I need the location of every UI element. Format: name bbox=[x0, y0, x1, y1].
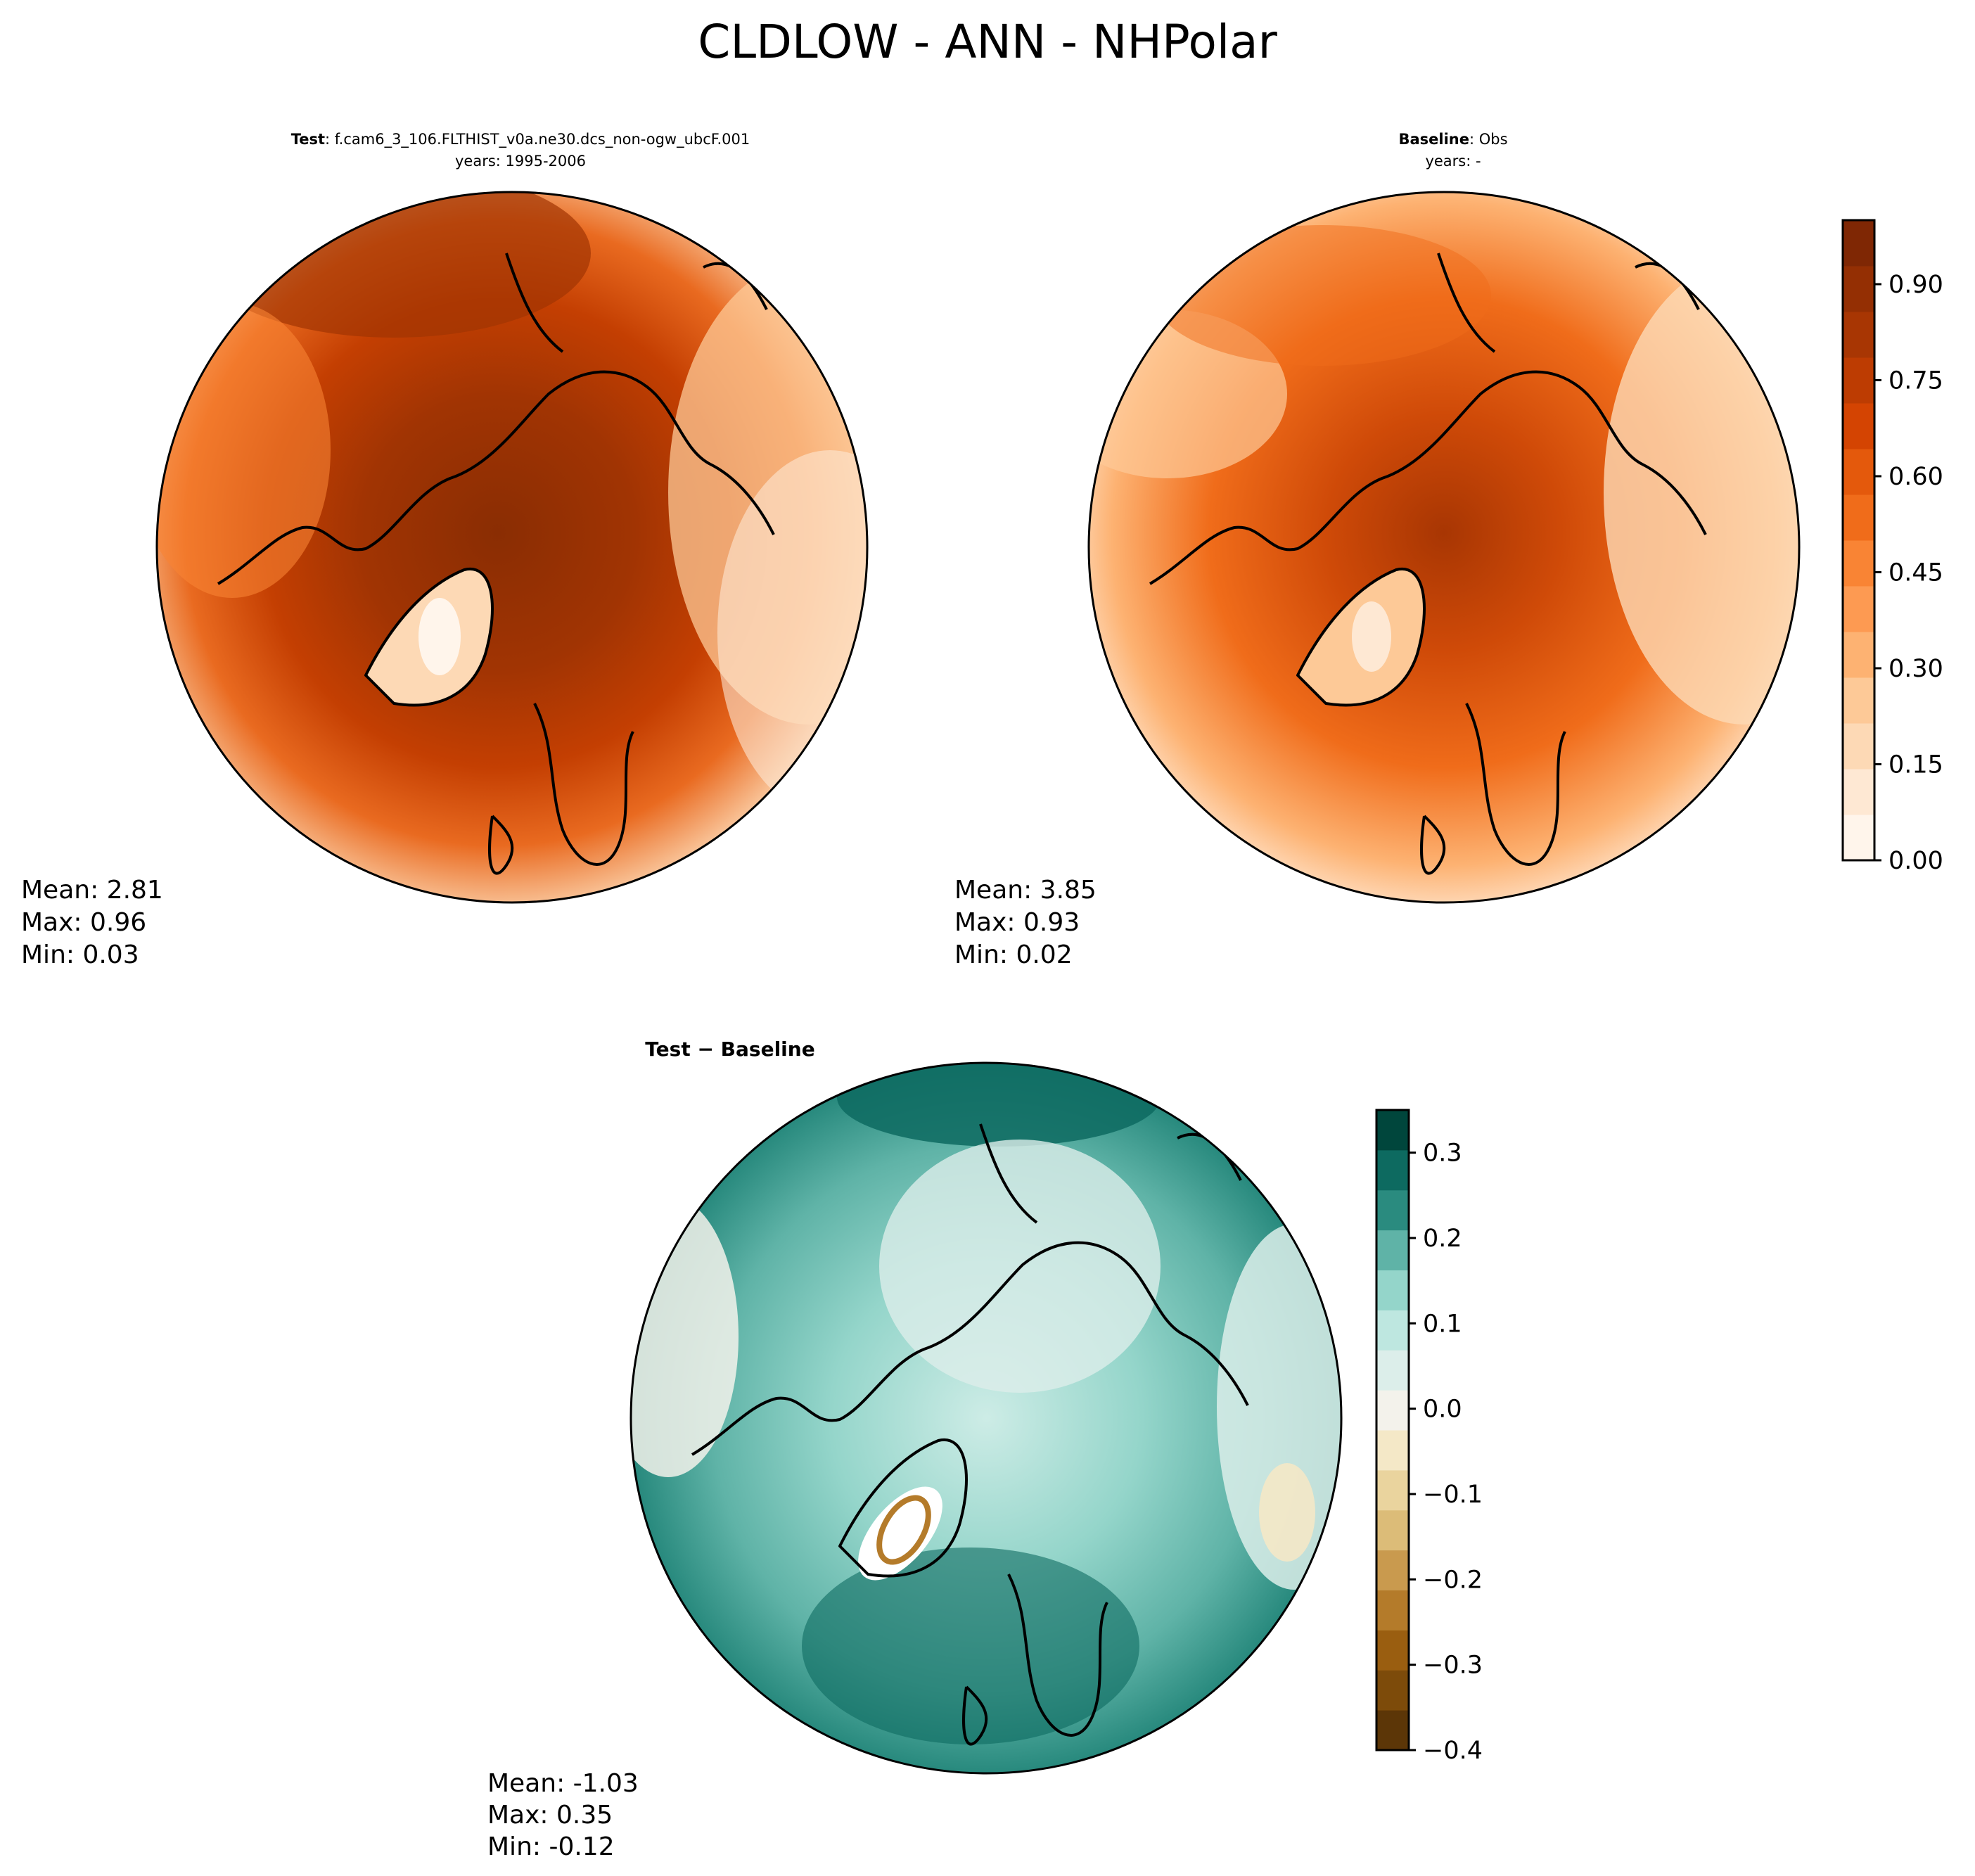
colorbar-block bbox=[1843, 266, 1874, 312]
test-mean: Mean: 2.81 bbox=[21, 876, 163, 905]
colorbar-tick-label: −0.3 bbox=[1423, 1652, 1483, 1680]
test-stats: Mean: 2.81 Max: 0.96 Min: 0.03 bbox=[21, 876, 163, 969]
colorbar-block bbox=[1376, 1270, 1409, 1310]
colorbar-block bbox=[1843, 540, 1874, 587]
difference-map bbox=[631, 1063, 1341, 1773]
test-panel-title: Test: f.cam6_3_106.FLTHIST_v0a.ne30.dcs_… bbox=[291, 131, 750, 148]
colorbar-block bbox=[1843, 815, 1874, 861]
colorbar-block bbox=[1376, 1310, 1409, 1351]
baseline-label-case: : Obs bbox=[1469, 131, 1508, 148]
colorbar-block bbox=[1376, 1510, 1409, 1551]
colorbar-tick-label: 0.0 bbox=[1423, 1396, 1462, 1424]
baseline-panel: Baseline: Obs years: - Mean: 3.85 Max: 0… bbox=[954, 131, 1801, 969]
colorbar-tick-label: 0.1 bbox=[1423, 1310, 1462, 1338]
colorbar-diff-ticks: −0.4 −0.3 −0.2 −0.1 0.0 0.1 0.2 0.3 bbox=[1409, 1140, 1483, 1765]
colorbar-tick-label: 0.30 bbox=[1888, 655, 1943, 683]
difference-max: Max: 0.35 bbox=[487, 1801, 613, 1830]
baseline-panel-title: Baseline: Obs bbox=[1398, 131, 1507, 148]
baseline-map bbox=[1089, 192, 1799, 902]
colorbar-tick-label: −0.1 bbox=[1423, 1481, 1483, 1509]
test-panel: Test: f.cam6_3_106.FLTHIST_v0a.ne30.dcs_… bbox=[21, 131, 869, 969]
colorbar-block bbox=[1376, 1590, 1409, 1631]
difference-panel-title: Test − Baseline bbox=[645, 1038, 814, 1061]
colorbar-tick-label: 0.2 bbox=[1423, 1225, 1462, 1253]
colorbar-tick-label: 0.3 bbox=[1423, 1140, 1462, 1168]
test-min: Min: 0.03 bbox=[21, 940, 139, 969]
colorbar-block bbox=[1843, 220, 1874, 267]
colorbar-tick-label: 0.00 bbox=[1888, 847, 1943, 875]
colorbar-block bbox=[1376, 1670, 1409, 1711]
baseline-stats: Mean: 3.85 Max: 0.93 Min: 0.02 bbox=[954, 876, 1097, 969]
test-label-bold: Test bbox=[291, 131, 325, 148]
test-map-boundary bbox=[155, 191, 869, 904]
colorbar-block bbox=[1843, 357, 1874, 404]
colorbar-block bbox=[1376, 1710, 1409, 1751]
difference-map-boundary bbox=[629, 1061, 1343, 1775]
colorbar-diff-blocks bbox=[1376, 1110, 1409, 1751]
colorbar-block bbox=[1376, 1230, 1409, 1270]
difference-stats: Mean: -1.03 Max: 0.35 Min: -0.12 bbox=[487, 1769, 639, 1861]
colorbar-block bbox=[1376, 1189, 1409, 1231]
colorbar-diff-frame bbox=[1375, 1109, 1410, 1751]
colorbar-block bbox=[1843, 769, 1874, 815]
baseline-mean: Mean: 3.85 bbox=[954, 876, 1097, 905]
baseline-min: Min: 0.02 bbox=[954, 940, 1073, 969]
colorbar-main-ticks: 0.00 0.15 0.30 0.45 0.60 0.75 0.90 bbox=[1874, 271, 1943, 875]
baseline-label-bold: Baseline bbox=[1398, 131, 1469, 148]
test-label-case: : f.cam6_3_106.FLTHIST_v0a.ne30.dcs_non-… bbox=[325, 131, 750, 148]
colorbar-block bbox=[1843, 403, 1874, 449]
colorbar-block bbox=[1843, 494, 1874, 541]
colorbar-diff: −0.4 −0.3 −0.2 −0.1 0.0 0.1 0.2 0.3 bbox=[1375, 1109, 1483, 1765]
difference-mean: Mean: -1.03 bbox=[487, 1769, 639, 1798]
colorbar-block bbox=[1376, 1469, 1409, 1511]
colorbar-block bbox=[1376, 1550, 1409, 1590]
colorbar-block bbox=[1376, 1149, 1409, 1191]
baseline-map-boundary bbox=[1087, 191, 1801, 904]
baseline-max: Max: 0.93 bbox=[954, 908, 1080, 937]
baseline-panel-subtitle: years: - bbox=[1425, 153, 1481, 170]
colorbar-tick-label: 0.60 bbox=[1888, 463, 1943, 491]
colorbar-tick-label: 0.75 bbox=[1888, 367, 1943, 395]
difference-min: Min: -0.12 bbox=[487, 1832, 615, 1861]
test-map bbox=[157, 192, 867, 902]
figure-title: CLDLOW - ANN - NHPolar bbox=[698, 15, 1277, 69]
difference-panel: Test − Baseline bbox=[487, 1038, 1343, 1861]
colorbar-block bbox=[1376, 1430, 1409, 1471]
colorbar-main: 0.00 0.15 0.30 0.45 0.60 0.75 0.90 bbox=[1841, 219, 1943, 875]
colorbar-tick-label: −0.4 bbox=[1423, 1737, 1483, 1765]
colorbar-block bbox=[1376, 1390, 1409, 1431]
test-max: Max: 0.96 bbox=[21, 908, 146, 937]
colorbar-main-frame bbox=[1841, 219, 1876, 862]
colorbar-main-blocks bbox=[1843, 220, 1874, 861]
colorbar-block bbox=[1843, 449, 1874, 495]
colorbar-block bbox=[1843, 586, 1874, 632]
test-panel-subtitle: years: 1995-2006 bbox=[455, 153, 586, 170]
colorbar-tick-label: 0.90 bbox=[1888, 271, 1943, 299]
colorbar-tick-label: −0.2 bbox=[1423, 1566, 1483, 1594]
colorbar-block bbox=[1376, 1110, 1409, 1151]
colorbar-block bbox=[1843, 632, 1874, 678]
colorbar-tick-label: 0.15 bbox=[1888, 751, 1943, 779]
colorbar-block bbox=[1843, 677, 1874, 724]
colorbar-block bbox=[1376, 1630, 1409, 1671]
colorbar-block bbox=[1376, 1350, 1409, 1391]
colorbar-tick-label: 0.45 bbox=[1888, 559, 1943, 587]
colorbar-block bbox=[1843, 723, 1874, 770]
colorbar-block bbox=[1843, 312, 1874, 358]
